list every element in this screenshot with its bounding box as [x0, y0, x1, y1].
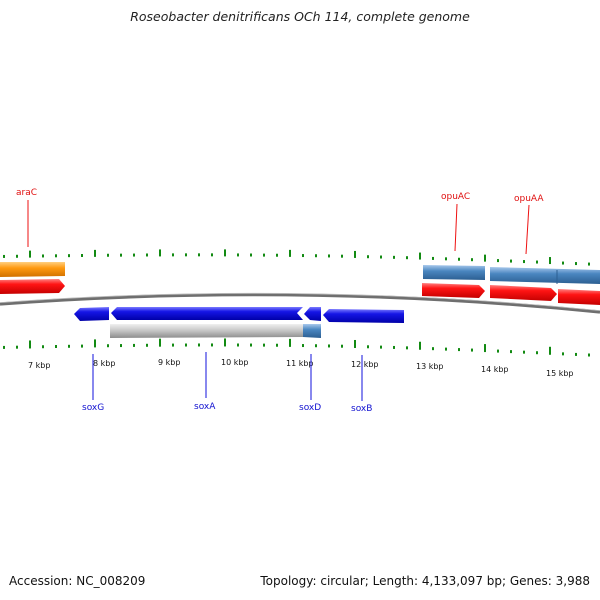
label-leaders	[27, 200, 530, 401]
scale-label-10kbp: 10 kbp	[221, 358, 249, 367]
scale-label-11kbp: 11 kbp	[286, 359, 314, 368]
gene-gray-feature[interactable]	[110, 324, 303, 338]
gene-soxg-arrow[interactable]	[74, 307, 109, 321]
scale-label-12kbp: 12 kbp	[351, 360, 379, 369]
label-arac[interactable]: araC	[16, 188, 37, 198]
gene-soxb-arrow[interactable]	[323, 309, 404, 323]
gene-orange-feature[interactable]	[0, 262, 65, 277]
gene-opuaa-arrow[interactable]	[490, 285, 557, 301]
reverse-strand-features	[74, 307, 404, 338]
leader-opuaa	[525, 204, 530, 255]
gene-opuac-arrow[interactable]	[422, 283, 485, 298]
gene-soxd-arrow[interactable]	[304, 307, 321, 321]
scale-label-7kbp: 7 kbp	[28, 361, 50, 370]
scale-label-14kbp: 14 kbp	[481, 365, 509, 374]
scale-label-15kbp: 15 kbp	[546, 369, 574, 378]
scale-label-9kbp: 9 kbp	[158, 358, 180, 367]
gene-opuac-steelblue-bar[interactable]	[423, 265, 485, 280]
scale-label-13kbp: 13 kbp	[416, 362, 444, 371]
gene-arac-arrow[interactable]	[0, 279, 65, 294]
label-opuaa[interactable]: opuAA	[514, 194, 544, 204]
label-soxb[interactable]: soxB	[351, 404, 372, 414]
accession-text: Accession: NC_008209	[9, 574, 146, 588]
leader-opuac	[454, 203, 458, 252]
label-soxd[interactable]: soxD	[299, 403, 321, 413]
map-title: Roseobacter denitrificans OCh 114, compl…	[130, 9, 470, 24]
tick-row-inner	[3, 338, 590, 357]
gene-labels: araC opuAC opuAA soxG soxA soxD soxB	[16, 188, 544, 414]
gene-soxa-arrow[interactable]	[111, 307, 303, 320]
label-soxg[interactable]: soxG	[82, 403, 104, 413]
gene-gray-feature-steelblue-end[interactable]	[303, 324, 321, 338]
forward-strand-features	[0, 262, 600, 305]
scale-label-8kbp: 8 kbp	[93, 359, 115, 368]
tick-row-outer	[3, 249, 590, 266]
label-opuac[interactable]: opuAC	[441, 192, 470, 202]
genome-backbone	[0, 293, 600, 314]
gene-opuaa-steelblue-bar[interactable]	[490, 267, 600, 284]
label-soxa[interactable]: soxA	[194, 402, 216, 412]
scale-labels: 7 kbp 8 kbp 9 kbp 10 kbp 11 kbp 12 kbp 1…	[28, 358, 574, 378]
gene-red-arrow-right[interactable]	[558, 289, 600, 305]
genome-summary-text: Topology: circular; Length: 4,133,097 bp…	[260, 574, 590, 588]
